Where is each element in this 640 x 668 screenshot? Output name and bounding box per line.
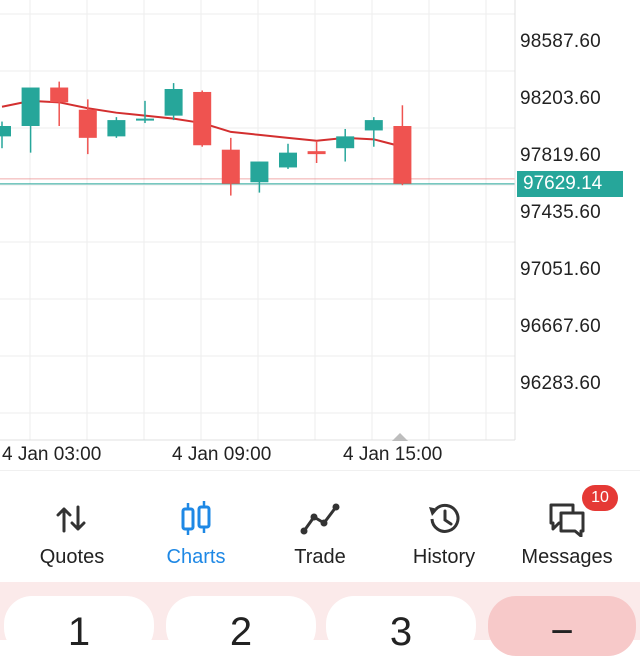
candles-icon bbox=[181, 501, 211, 535]
candle-body bbox=[136, 118, 154, 121]
nav-quotes[interactable]: Quotes bbox=[8, 471, 136, 583]
current-price-tag: 97629.14 bbox=[517, 171, 623, 197]
x-tick-label: 4 Jan 15:00 bbox=[343, 444, 443, 465]
key-3[interactable]: 3 bbox=[326, 596, 476, 656]
trade-line-icon bbox=[300, 503, 340, 535]
messages-icon bbox=[549, 503, 585, 537]
history-icon bbox=[429, 503, 460, 533]
candle-body bbox=[21, 87, 40, 127]
y-tick-label: 97051.60 bbox=[520, 259, 601, 280]
nav-label: Charts bbox=[166, 546, 226, 568]
quotes-arrows-icon bbox=[56, 505, 86, 533]
candle-body bbox=[50, 87, 69, 103]
y-tick-label: 98587.60 bbox=[520, 31, 601, 52]
candle-body bbox=[0, 126, 11, 137]
y-tick-label: 96667.60 bbox=[520, 316, 601, 337]
nav-messages[interactable]: Messages bbox=[503, 471, 631, 583]
candle-body bbox=[307, 151, 326, 155]
y-tick-label: 97819.60 bbox=[520, 145, 601, 166]
nav-trade[interactable]: Trade bbox=[256, 471, 384, 583]
price-chart[interactable]: 98587.60 98203.60 97819.60 97435.60 9705… bbox=[0, 0, 640, 470]
candle-body bbox=[164, 89, 183, 116]
chart-shift-marker[interactable] bbox=[392, 433, 408, 441]
candle-body bbox=[221, 149, 240, 184]
y-tick-label: 98203.60 bbox=[520, 88, 601, 109]
key-1[interactable]: 1 bbox=[4, 596, 154, 656]
candle-body bbox=[193, 91, 212, 146]
key-2[interactable]: 2 bbox=[166, 596, 316, 656]
nav-label: Trade bbox=[294, 546, 346, 568]
x-tick-label: 4 Jan 03:00 bbox=[2, 444, 102, 465]
y-tick-label: 97435.60 bbox=[520, 202, 601, 223]
candle-body bbox=[279, 152, 297, 168]
candle-body bbox=[364, 120, 383, 131]
candle-body bbox=[78, 109, 97, 138]
candle-body bbox=[107, 120, 126, 137]
candlestick-chart-svg[interactable] bbox=[0, 0, 640, 470]
candle-body bbox=[250, 161, 269, 183]
numeric-keypad: 1 2 3 − bbox=[0, 582, 640, 656]
key-minus[interactable]: − bbox=[488, 596, 636, 656]
x-tick-label: 4 Jan 09:00 bbox=[172, 444, 272, 465]
nav-history[interactable]: History bbox=[380, 471, 508, 583]
nav-charts[interactable]: Charts bbox=[132, 471, 260, 583]
bottom-navigation: Quotes Charts Trade History bbox=[0, 470, 640, 583]
nav-label: Quotes bbox=[39, 546, 105, 568]
candle-body bbox=[336, 136, 355, 149]
candle-body bbox=[393, 126, 412, 184]
nav-label: History bbox=[412, 546, 476, 568]
nav-label: Messages bbox=[521, 546, 613, 568]
y-tick-label: 96283.60 bbox=[520, 373, 601, 394]
messages-badge: 10 bbox=[582, 485, 618, 511]
